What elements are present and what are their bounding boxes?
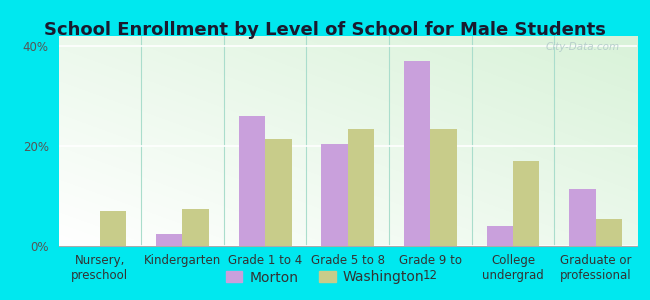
- Bar: [595, 218, 622, 246]
- Text: School Enrollment by Level of School for Male Students: School Enrollment by Level of School for…: [44, 21, 606, 39]
- Bar: [404, 61, 430, 246]
- Bar: [430, 128, 457, 246]
- Bar: [265, 139, 292, 246]
- Bar: [183, 208, 209, 246]
- Bar: [513, 161, 540, 246]
- Bar: [156, 233, 183, 246]
- Bar: [348, 128, 374, 246]
- Bar: [321, 143, 348, 246]
- Legend: Morton, Washington: Morton, Washington: [220, 265, 430, 290]
- Bar: [569, 188, 595, 246]
- Text: City-Data.com: City-Data.com: [545, 42, 619, 52]
- Bar: [239, 116, 265, 246]
- Bar: [100, 211, 126, 246]
- Bar: [487, 226, 513, 246]
